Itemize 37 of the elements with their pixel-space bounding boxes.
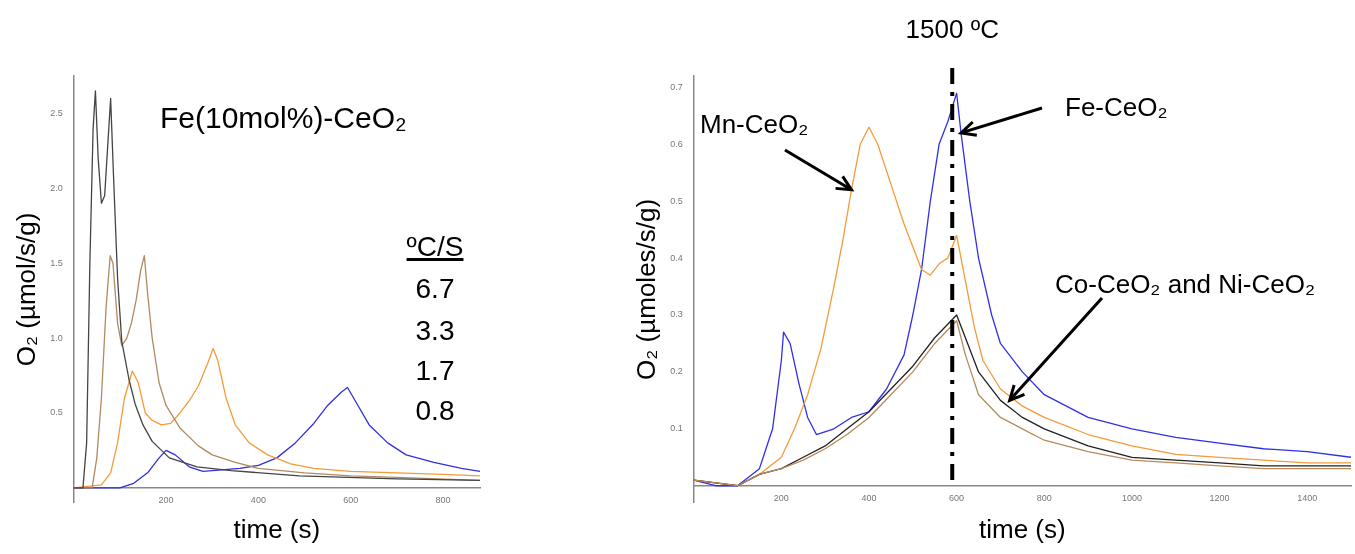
- x-tick-label: 200: [773, 492, 789, 503]
- x-tick-label: 200: [158, 494, 174, 505]
- annotation: 1.7: [415, 354, 455, 388]
- y-tick-label: 0.6: [670, 138, 683, 149]
- y-tick-label: 1.5: [50, 257, 63, 268]
- y-tick-label: 2.5: [50, 107, 63, 118]
- annotation: 0.8: [415, 394, 455, 428]
- y-tick-label: 0.1: [670, 423, 683, 434]
- x-axis-title: time (s): [979, 513, 1066, 544]
- x-tick-label: 1400: [1297, 492, 1318, 503]
- y-tick-label: 0.5: [50, 407, 63, 418]
- x-tick-label: 600: [343, 494, 359, 505]
- annotation: Fe(10mol%)-CeO₂: [160, 100, 407, 136]
- x-tick-label: 800: [435, 494, 451, 505]
- annotation: 3.3: [415, 314, 455, 348]
- annotation: Fe-CeO₂: [1065, 92, 1168, 124]
- annotation: ºC/S: [406, 230, 464, 264]
- y-tick-label: 0.3: [670, 309, 683, 320]
- y-tick-label: 1.0: [50, 332, 63, 343]
- x-tick-label: 1200: [1209, 492, 1230, 503]
- y-tick-label: 0.4: [670, 252, 683, 263]
- x-tick-label: 1000: [1121, 492, 1142, 503]
- x-tick-label: 400: [861, 492, 877, 503]
- y-tick-label: 0.5: [670, 195, 683, 206]
- y-tick-label: 0.7: [670, 81, 683, 92]
- x-axis-title: time (s): [233, 513, 321, 544]
- y-axis-title: O₂ (µmol/s/g): [10, 212, 41, 367]
- x-tick-label: 800: [1036, 492, 1052, 503]
- y-axis-title: O₂ (µmoles/s/g): [630, 198, 661, 380]
- ref-line-label: 1500 ºC: [905, 14, 999, 44]
- annotation: Co-CeO₂ and Ni-CeO₂: [1055, 269, 1316, 301]
- y-tick-label: 0.2: [670, 366, 683, 377]
- x-tick-label: 400: [250, 494, 266, 505]
- x-tick-label: 600: [949, 492, 965, 503]
- y-tick-label: 2.0: [50, 182, 63, 193]
- annotation: 6.7: [415, 272, 455, 306]
- annotation: Mn-CeO₂: [700, 109, 809, 141]
